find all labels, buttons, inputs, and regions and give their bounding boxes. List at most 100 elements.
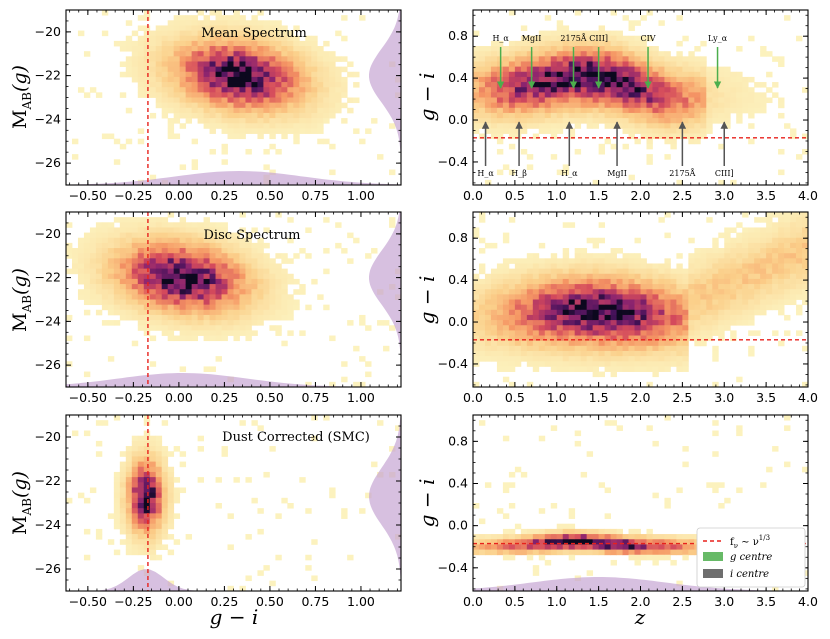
density-cell <box>203 314 210 321</box>
density-cell <box>173 248 181 254</box>
density-cell <box>125 263 133 270</box>
density-cell <box>101 258 109 264</box>
density-cell <box>251 61 258 68</box>
density-cell <box>221 107 228 114</box>
marginal-y-distribution <box>369 212 401 387</box>
density-cell <box>748 237 755 244</box>
density-cell <box>113 237 121 244</box>
density-cell <box>107 232 115 239</box>
density-cell <box>113 273 121 280</box>
density-cell <box>269 118 276 124</box>
density-cell <box>496 112 504 119</box>
density-cell <box>502 164 510 170</box>
density-cell <box>263 284 270 290</box>
density-cell <box>676 534 683 540</box>
density-cell <box>562 289 570 295</box>
density-cell <box>526 273 534 280</box>
density-cell <box>610 268 617 275</box>
density-cell <box>568 330 576 336</box>
density-cell <box>772 284 779 290</box>
density-cell <box>233 107 240 114</box>
density-cell <box>185 87 193 93</box>
density-cell <box>538 61 546 68</box>
density-cell <box>95 309 103 316</box>
density-cell <box>760 51 767 57</box>
density-cell <box>556 320 564 326</box>
density-cell <box>544 273 552 280</box>
density-cell <box>724 102 731 109</box>
density-cell <box>83 242 91 249</box>
density-cell <box>203 35 210 42</box>
density-cell <box>556 528 564 535</box>
density-cell <box>227 20 234 26</box>
density-cell <box>197 314 204 321</box>
panel-mean-spectrum: −0.50 −0.25 0.00 0.25 0.50 0.75 1.00−26−24−22−… <box>35 9 402 203</box>
density-cell <box>95 278 103 285</box>
density-cell <box>490 284 498 290</box>
density-cell <box>604 76 611 83</box>
density-cell <box>520 309 528 316</box>
density-cell <box>203 71 210 78</box>
density-cell <box>544 30 552 37</box>
density-cell <box>473 46 480 52</box>
density-cell <box>478 212 486 218</box>
density-cell <box>694 304 701 311</box>
density-cell <box>520 304 528 311</box>
density-cell <box>514 263 522 270</box>
density-cell <box>245 289 252 295</box>
density-cell <box>239 66 246 73</box>
density-cell <box>604 107 611 114</box>
density-cell <box>197 107 204 114</box>
density-cell <box>574 340 582 347</box>
density-cell <box>125 278 133 285</box>
density-cell <box>490 309 498 316</box>
density-cell <box>478 56 486 62</box>
density-cell <box>179 294 187 300</box>
density-cell <box>209 232 216 239</box>
density-cell <box>323 61 330 68</box>
density-cell <box>532 340 540 347</box>
density-cell <box>83 284 91 290</box>
density-cell <box>610 82 617 88</box>
density-cell <box>263 314 270 321</box>
density-cell <box>149 294 157 300</box>
density-cell <box>724 278 731 285</box>
density-cell <box>532 51 540 57</box>
density-cell <box>155 268 163 275</box>
density-cell <box>652 268 659 275</box>
density-cell <box>550 40 558 47</box>
density-cell <box>562 534 570 540</box>
density-cell <box>245 82 252 88</box>
density-cell <box>490 128 498 134</box>
density-cell <box>125 138 133 145</box>
density-cell <box>281 253 288 259</box>
density-cell <box>329 51 336 57</box>
density-cell <box>473 61 480 68</box>
density-cell <box>275 263 282 270</box>
density-cell <box>89 232 97 239</box>
density-cell <box>700 112 707 119</box>
density-cell <box>526 40 534 47</box>
density-cell <box>700 128 707 134</box>
density-cell <box>718 289 725 295</box>
density-cell <box>257 71 264 78</box>
density-cell <box>173 325 181 331</box>
density-cell <box>473 66 480 73</box>
density-cell <box>574 284 582 290</box>
density-cell <box>215 118 222 124</box>
density-cell <box>790 217 797 223</box>
density-cell <box>646 361 653 367</box>
density-cell <box>598 294 606 300</box>
density-cell <box>161 487 169 494</box>
density-cell <box>742 237 749 244</box>
density-cell <box>317 71 324 78</box>
density-cell <box>736 487 743 494</box>
density-cell <box>706 87 713 93</box>
density-cell <box>131 518 139 525</box>
density-cell <box>281 299 288 306</box>
density-cell <box>305 253 312 259</box>
density-cell <box>628 102 635 109</box>
density-cell <box>706 289 713 295</box>
density-cell <box>604 366 611 372</box>
density-cell <box>233 263 240 270</box>
